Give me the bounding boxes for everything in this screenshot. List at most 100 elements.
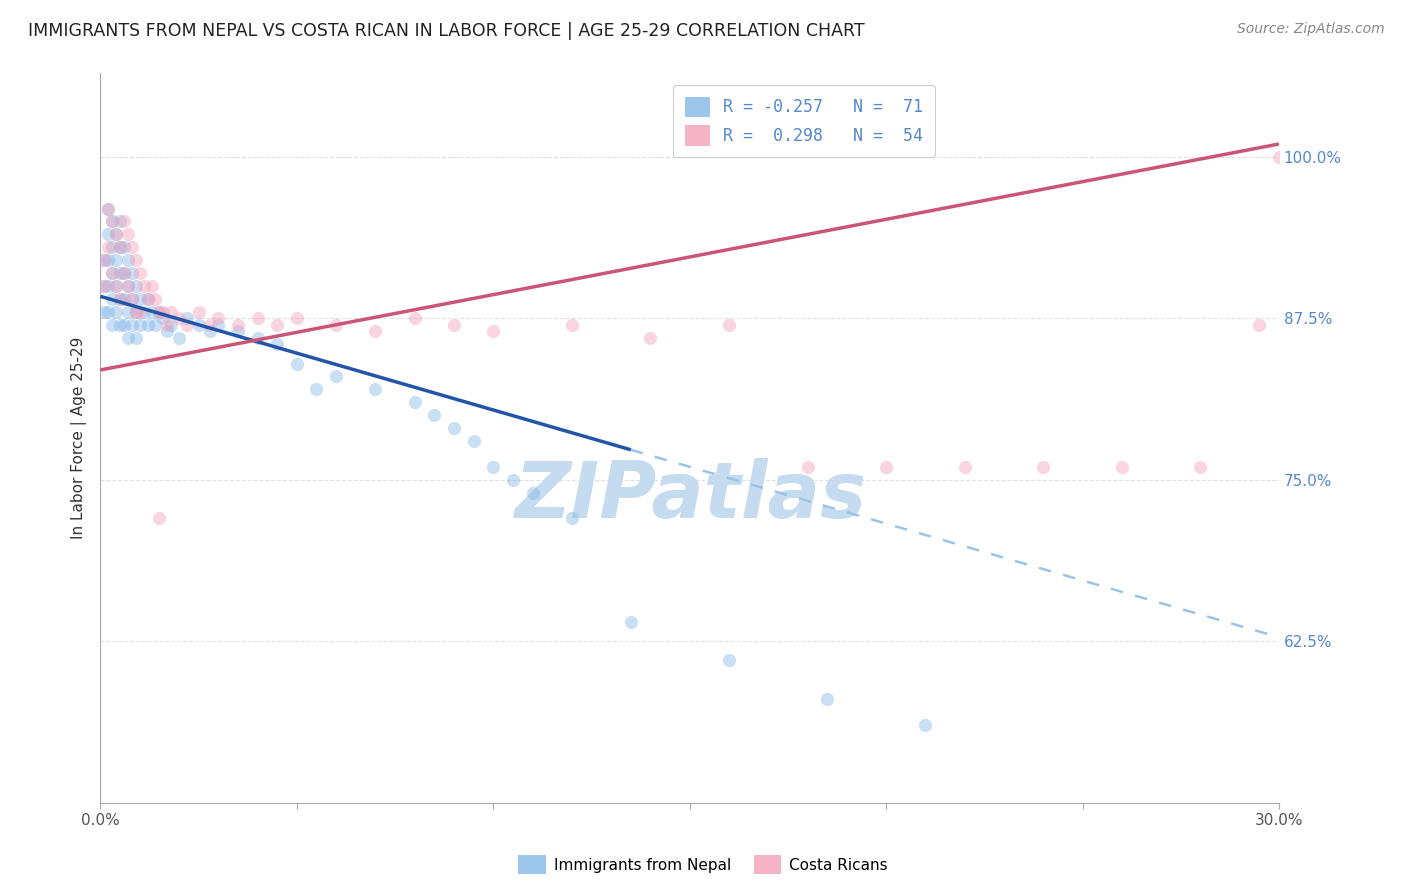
CR xyxy=(953,459,976,474)
CR xyxy=(93,279,115,293)
Text: ZIPatlas: ZIPatlas xyxy=(513,458,866,534)
Nepal xyxy=(108,240,131,254)
CR xyxy=(152,305,174,319)
Text: Source: ZipAtlas.com: Source: ZipAtlas.com xyxy=(1237,22,1385,37)
CR xyxy=(97,240,120,254)
Nepal xyxy=(108,292,131,306)
Nepal xyxy=(246,331,269,345)
Nepal xyxy=(136,292,159,306)
CR xyxy=(101,266,124,280)
CR xyxy=(482,324,505,338)
Nepal xyxy=(117,279,139,293)
Nepal xyxy=(101,266,124,280)
Nepal xyxy=(125,331,148,345)
CR xyxy=(121,240,143,254)
Nepal xyxy=(101,240,124,254)
Nepal xyxy=(112,292,135,306)
Legend: Immigrants from Nepal, Costa Ricans: Immigrants from Nepal, Costa Ricans xyxy=(512,849,894,880)
Nepal xyxy=(97,202,120,216)
Nepal xyxy=(105,305,128,319)
CR xyxy=(105,227,128,242)
CR xyxy=(117,279,139,293)
Nepal xyxy=(463,434,485,448)
Nepal xyxy=(108,318,131,332)
CR xyxy=(160,305,183,319)
Nepal xyxy=(117,253,139,268)
CR xyxy=(156,318,179,332)
Nepal xyxy=(117,305,139,319)
CR xyxy=(125,253,148,268)
Nepal xyxy=(97,227,120,242)
Nepal xyxy=(914,718,936,732)
Text: IMMIGRANTS FROM NEPAL VS COSTA RICAN IN LABOR FORCE | AGE 25-29 CORRELATION CHAR: IMMIGRANTS FROM NEPAL VS COSTA RICAN IN … xyxy=(28,22,865,40)
Nepal xyxy=(105,253,128,268)
Nepal xyxy=(482,459,505,474)
Nepal xyxy=(207,318,229,332)
CR xyxy=(325,318,347,332)
Nepal xyxy=(108,266,131,280)
CR xyxy=(108,292,131,306)
CR xyxy=(125,305,148,319)
CR xyxy=(717,318,740,332)
CR xyxy=(167,311,190,326)
CR xyxy=(187,305,209,319)
CR xyxy=(1189,459,1212,474)
Nepal xyxy=(148,305,170,319)
CR xyxy=(176,318,198,332)
CR xyxy=(364,324,387,338)
Nepal xyxy=(125,279,148,293)
CR xyxy=(640,331,662,345)
Nepal xyxy=(522,485,544,500)
Nepal xyxy=(160,318,183,332)
Nepal xyxy=(128,292,150,306)
Nepal xyxy=(93,253,115,268)
Nepal xyxy=(136,318,159,332)
Nepal xyxy=(101,318,124,332)
Nepal xyxy=(152,311,174,326)
Nepal xyxy=(105,227,128,242)
Nepal xyxy=(105,279,128,293)
Nepal xyxy=(187,318,209,332)
CR xyxy=(226,318,249,332)
Nepal xyxy=(200,324,222,338)
Nepal xyxy=(167,331,190,345)
CR xyxy=(148,511,170,525)
Nepal xyxy=(156,324,179,338)
CR xyxy=(108,240,131,254)
Nepal xyxy=(117,331,139,345)
Nepal xyxy=(108,214,131,228)
Nepal xyxy=(112,266,135,280)
Nepal xyxy=(285,357,308,371)
Legend: R = -0.257   N =  71, R =  0.298   N =  54: R = -0.257 N = 71, R = 0.298 N = 54 xyxy=(673,85,935,157)
CR xyxy=(796,459,818,474)
Y-axis label: In Labor Force | Age 25-29: In Labor Force | Age 25-29 xyxy=(72,336,87,539)
Nepal xyxy=(97,279,120,293)
CR xyxy=(148,305,170,319)
Nepal xyxy=(141,305,163,319)
CR xyxy=(105,279,128,293)
Nepal xyxy=(404,395,426,409)
CR xyxy=(200,318,222,332)
Nepal xyxy=(112,318,135,332)
CR xyxy=(97,202,120,216)
CR xyxy=(1032,459,1054,474)
Nepal xyxy=(97,305,120,319)
Nepal xyxy=(305,382,328,396)
Nepal xyxy=(128,318,150,332)
CR xyxy=(1249,318,1271,332)
Nepal xyxy=(266,337,288,351)
Nepal xyxy=(121,266,143,280)
CR xyxy=(93,253,115,268)
Nepal xyxy=(125,305,148,319)
Nepal xyxy=(443,421,465,435)
CR xyxy=(1111,459,1133,474)
Nepal xyxy=(101,292,124,306)
CR xyxy=(207,311,229,326)
CR xyxy=(145,292,167,306)
Nepal xyxy=(717,653,740,667)
Nepal xyxy=(93,279,115,293)
Nepal xyxy=(112,240,135,254)
CR xyxy=(266,318,288,332)
CR xyxy=(141,279,163,293)
Nepal xyxy=(423,408,446,422)
